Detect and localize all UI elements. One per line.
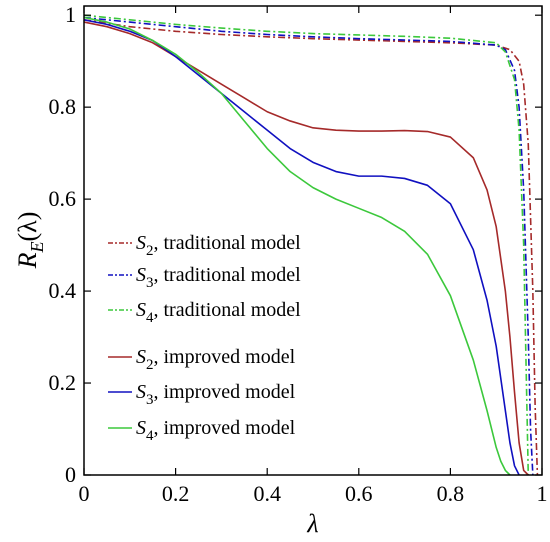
legend-symbol: S — [136, 346, 146, 368]
legend-label-1: S2, traditional model — [136, 232, 301, 259]
x-tick-label: 0.2 — [162, 481, 190, 506]
x-axis-title: λ — [306, 509, 318, 538]
plot-frame — [83, 5, 543, 476]
legend-rest: , improved model — [154, 381, 296, 403]
x-tick-label: 0 — [79, 481, 90, 506]
y-axis-title: RE(λ) — [13, 212, 47, 270]
legend-label-6: S4, improved model — [136, 417, 296, 444]
x-tick-label: 1 — [537, 481, 548, 506]
y-tick-label: 0.2 — [49, 370, 77, 395]
legend-symbol: S — [136, 264, 146, 286]
y-axis-title-main: R — [13, 252, 42, 269]
series-lines — [83, 14, 539, 476]
axis-ticks: 0 0.2 0.4 0.6 0.8 1 0 0.2 0.4 0.6 0.8 1 — [49, 2, 548, 506]
y-tick-label: 0.8 — [49, 94, 77, 119]
legend-symbol: S — [136, 232, 146, 254]
series-line-3 — [83, 14, 530, 476]
legend-symbol: S — [136, 381, 146, 403]
series-line-1 — [83, 18, 539, 476]
y-axis-title-arg: (λ) — [13, 212, 42, 242]
y-axis-title-sub: E — [27, 242, 47, 254]
legend-label-3: S4, traditional model — [136, 299, 301, 326]
legend-rest: , improved model — [154, 417, 296, 439]
x-tick-label: 0.4 — [253, 481, 281, 506]
series-line-2 — [83, 16, 534, 476]
legend-symbol: S — [136, 299, 146, 321]
x-tick-label: 0.6 — [345, 481, 373, 506]
legend-label-4: S2, improved model — [136, 346, 296, 373]
legend-symbol: S — [136, 417, 146, 439]
series-line-5 — [83, 19, 520, 476]
legend-subscript: 4 — [146, 310, 154, 326]
y-tick-label: 0 — [65, 462, 76, 487]
series-line-6 — [83, 16, 511, 476]
legend-label-2: S3, traditional model — [136, 264, 301, 291]
y-tick-label: 1 — [65, 2, 76, 27]
legend-subscript: 3 — [146, 275, 154, 291]
legend-rest: , improved model — [154, 346, 296, 368]
y-tick-label: 0.6 — [49, 186, 77, 211]
legend-rest: , traditional model — [154, 264, 302, 286]
legend-subscript: 2 — [146, 357, 154, 373]
legend-rest: , traditional model — [154, 232, 302, 254]
y-tick-label: 0.4 — [49, 278, 77, 303]
legend-rest: , traditional model — [154, 299, 302, 321]
legend-label-5: S3, improved model — [136, 381, 296, 408]
x-tick-label: 0.8 — [437, 481, 465, 506]
legend-subscript: 3 — [146, 392, 154, 408]
legend-subscript: 4 — [146, 428, 154, 444]
legend-subscript: 2 — [146, 243, 154, 259]
